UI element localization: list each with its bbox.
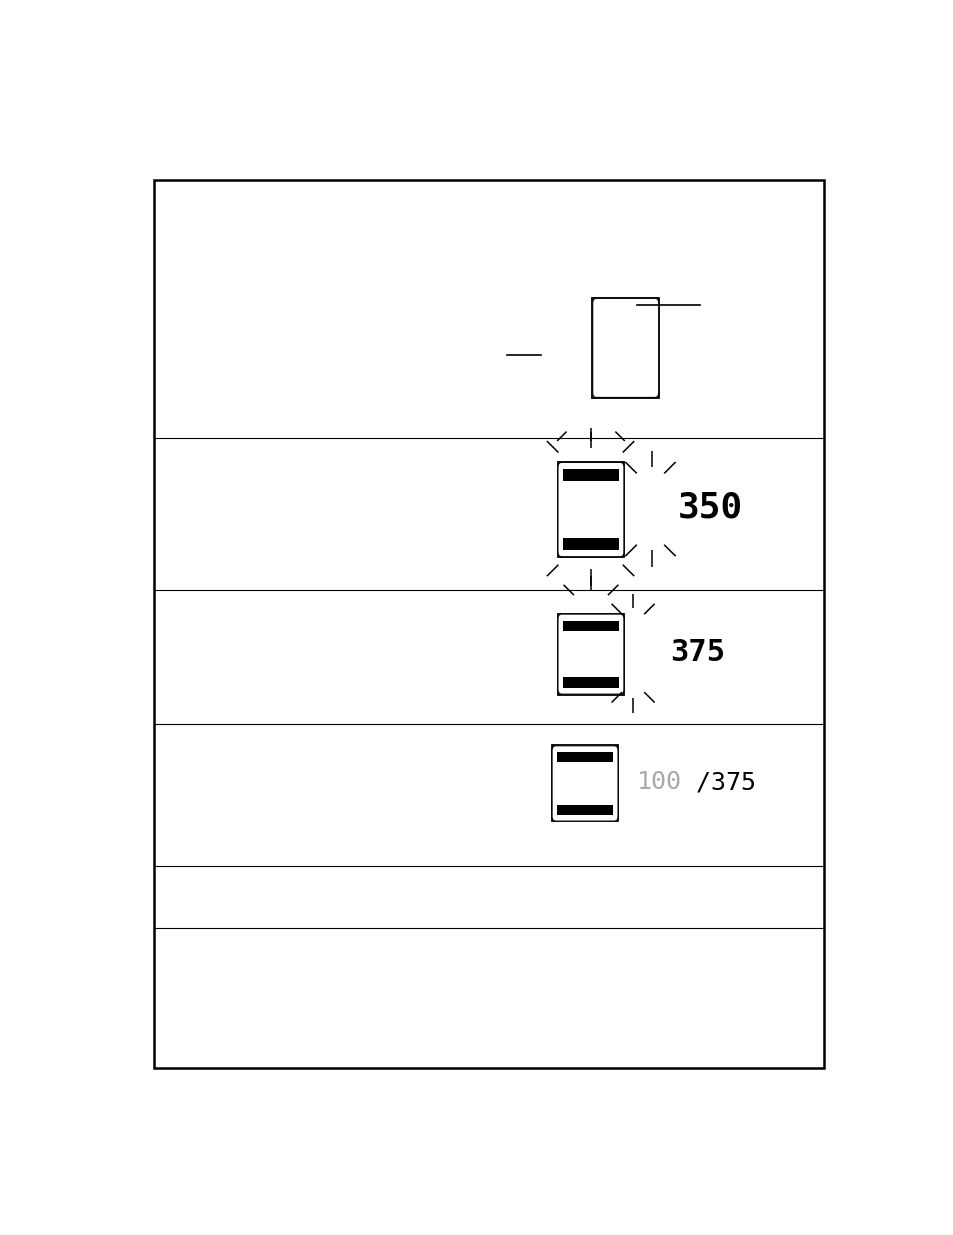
Bar <box>551 746 618 821</box>
Bar <box>562 677 618 688</box>
Text: 350: 350 <box>677 490 742 525</box>
Bar <box>592 298 659 398</box>
Bar <box>558 614 623 694</box>
Text: /375: /375 <box>680 771 756 794</box>
Bar <box>558 462 623 557</box>
Bar <box>557 752 613 762</box>
Bar <box>557 805 613 815</box>
FancyBboxPatch shape <box>552 746 618 821</box>
FancyBboxPatch shape <box>558 614 623 694</box>
FancyBboxPatch shape <box>558 462 623 557</box>
Text: 100: 100 <box>637 771 681 794</box>
Bar <box>562 538 618 551</box>
Bar <box>562 620 618 631</box>
FancyBboxPatch shape <box>592 299 658 398</box>
Text: 375: 375 <box>669 637 724 667</box>
Bar <box>562 469 618 482</box>
